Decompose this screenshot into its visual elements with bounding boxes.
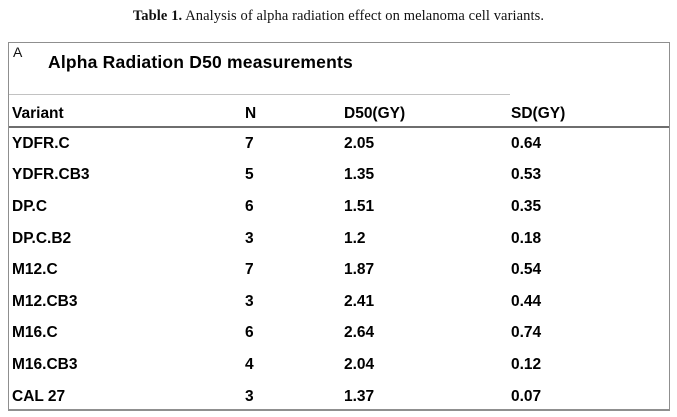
cell-n: 6: [245, 197, 254, 215]
cell-n: 5: [245, 166, 254, 184]
table-row: DP.C 6 1.51 0.35: [9, 191, 669, 223]
cell-sd: 0.12: [511, 355, 542, 373]
cell-sd: 0.74: [511, 324, 542, 342]
cell-d50: 2.04: [344, 355, 375, 373]
title-divider-line: [9, 94, 510, 95]
cell-n: 6: [245, 324, 254, 342]
cell-sd: 0.18: [511, 229, 542, 247]
column-header-sd: SD(GY): [508, 96, 669, 128]
cell-n: 4: [245, 355, 254, 373]
panel-title: Alpha Radiation D50 measurements: [48, 52, 353, 72]
cell-sd: 0.35: [511, 197, 542, 215]
table-row: DP.C.B2 3 1.2 0.18: [9, 223, 669, 255]
cell-variant: M16.C: [12, 324, 58, 342]
cell-n: 3: [245, 292, 254, 310]
column-header-n: N: [242, 96, 341, 128]
cell-variant: YDFR.C: [12, 134, 70, 152]
table-row: M16.C 6 2.64 0.74: [9, 318, 669, 350]
cell-variant: M12.CB3: [12, 292, 78, 310]
cell-n: 7: [245, 261, 254, 279]
cell-sd: 0.07: [511, 387, 542, 405]
cell-d50: 1.51: [344, 197, 375, 215]
cell-sd: 0.53: [511, 166, 542, 184]
cell-d50: 2.64: [344, 324, 375, 342]
cell-d50: 1.35: [344, 166, 375, 184]
cell-variant: DP.C.B2: [12, 229, 72, 247]
table-body: YDFR.C 7 2.05 0.64 YDFR.CB3 5 1.35 0.53 …: [9, 127, 669, 412]
cell-d50: 1.37: [344, 387, 375, 405]
cell-d50: 1.2: [344, 229, 366, 247]
cell-n: 3: [245, 387, 254, 405]
column-header-variant: Variant: [9, 96, 242, 128]
figure-panel: A Alpha Radiation D50 measurements Varia…: [8, 42, 670, 411]
table-row: M12.CB3 3 2.41 0.44: [9, 286, 669, 318]
table-row: M12.C 7 1.87 0.54: [9, 254, 669, 286]
d50-measurements-table: Variant N D50(GY) SD(GY) YDFR.C 7 2.05 0…: [9, 96, 669, 412]
cell-sd: 0.54: [511, 261, 542, 279]
table-caption-text: Analysis of alpha radiation effect on me…: [182, 8, 545, 24]
cell-variant: DP.C: [12, 197, 48, 215]
table-caption-label: Table 1.: [132, 8, 183, 24]
table-row: CAL 27 3 1.37 0.07: [9, 381, 669, 413]
cell-variant: M16.CB3: [12, 355, 78, 373]
cell-n: 7: [245, 134, 254, 152]
cell-sd: 0.64: [511, 134, 542, 152]
panel-letter-label: A: [13, 44, 23, 60]
table-header-row: Variant N D50(GY) SD(GY): [9, 96, 669, 128]
cell-sd: 0.44: [511, 292, 542, 310]
cell-n: 3: [245, 229, 254, 247]
table-row: M16.CB3 4 2.04 0.12: [9, 349, 669, 381]
cell-d50: 2.41: [344, 292, 375, 310]
table-caption: Table 1. Analysis of alpha radiation eff…: [0, 8, 677, 25]
table-header: Variant N D50(GY) SD(GY): [9, 96, 669, 128]
cell-d50: 2.05: [344, 134, 375, 152]
table-row: YDFR.C 7 2.05 0.64: [9, 127, 669, 160]
table-row: YDFR.CB3 5 1.35 0.53: [9, 160, 669, 192]
cell-variant: CAL 27: [12, 387, 66, 405]
cell-variant: M12.C: [12, 261, 58, 279]
column-header-d50: D50(GY): [341, 96, 508, 128]
cell-variant: YDFR.CB3: [12, 166, 90, 184]
cell-d50: 1.87: [344, 261, 375, 279]
